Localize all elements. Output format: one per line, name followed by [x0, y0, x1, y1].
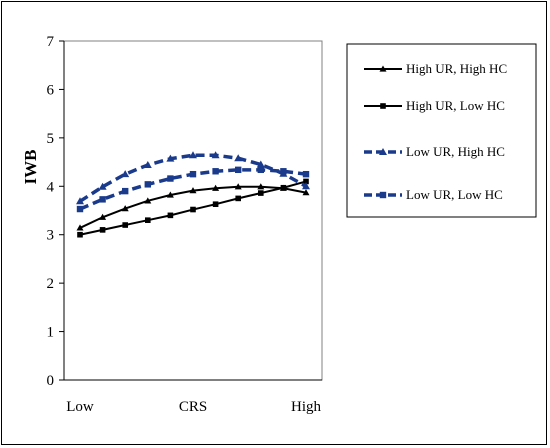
- data-point-triangle: [211, 151, 220, 159]
- data-point-square: [190, 206, 196, 213]
- series-layer: [76, 151, 310, 238]
- y-tick-label: 6: [47, 82, 55, 98]
- data-point-square: [76, 205, 84, 213]
- data-point-square: [77, 231, 83, 238]
- x-tick-label: CRS: [179, 399, 207, 415]
- data-point-square: [258, 190, 264, 196]
- data-point-triangle: [212, 184, 220, 191]
- y-axis-title: IWB: [21, 150, 40, 185]
- data-point-triangle: [143, 160, 152, 168]
- data-point-triangle: [99, 213, 107, 220]
- y-tick-label: 4: [47, 179, 55, 195]
- data-point-square: [167, 175, 174, 182]
- data-point-square: [167, 212, 174, 219]
- data-point-square: [303, 178, 309, 185]
- series-4: [76, 166, 310, 213]
- x-axis-labels: Low CRS High: [66, 399, 321, 415]
- data-point-triangle: [98, 182, 107, 190]
- data-point-triangle: [76, 197, 84, 205]
- data-point-triangle: [379, 148, 387, 155]
- legend: High UR, High HC High UR, Low HC Low UR, H…: [364, 61, 507, 202]
- y-tick-label: 0: [47, 373, 55, 389]
- legend-label: Low UR, Low HC: [406, 187, 503, 202]
- data-point-square: [145, 217, 151, 223]
- data-point-triangle: [302, 189, 310, 196]
- data-point-triangle: [144, 197, 152, 204]
- data-point-triangle: [234, 154, 243, 162]
- data-point-square: [212, 168, 219, 175]
- y-axis-ticks: 0 1 2 3 4 5 6 7: [47, 34, 64, 389]
- y-tick-label: 5: [47, 131, 55, 147]
- data-point-triangle: [121, 170, 130, 178]
- x-tick-label: High: [291, 399, 322, 415]
- data-point-square: [122, 187, 129, 195]
- data-point-square: [379, 191, 387, 199]
- legend-label: High UR, Low HC: [406, 98, 505, 113]
- data-point-square: [280, 168, 287, 175]
- legend-box: [346, 43, 537, 218]
- data-point-square: [99, 227, 106, 233]
- data-point-square: [99, 196, 106, 203]
- data-point-square: [122, 222, 128, 228]
- data-point-square: [302, 170, 310, 178]
- data-point-triangle: [256, 160, 265, 168]
- data-point-triangle: [121, 205, 129, 212]
- data-point-square: [380, 103, 386, 109]
- data-point-square: [235, 195, 241, 202]
- x-tick-label: Low: [66, 399, 94, 415]
- y-tick-label: 2: [47, 276, 55, 292]
- legend-item: Low UR, High HC: [364, 144, 505, 159]
- data-point-triangle: [257, 183, 265, 190]
- y-tick-label: 7: [47, 34, 55, 50]
- legend-item: High UR, High HC: [364, 61, 507, 76]
- data-point-triangle: [379, 65, 387, 72]
- data-point-square: [212, 201, 219, 208]
- data-point-triangle: [189, 187, 197, 194]
- data-point-square: [257, 166, 264, 174]
- series-line: [79, 153, 307, 203]
- legend-item: Low UR, Low HC: [364, 187, 503, 202]
- legend-item: High UR, Low HC: [364, 98, 505, 113]
- data-point-triangle: [76, 224, 84, 231]
- y-tick-label: 3: [47, 228, 55, 244]
- data-point-triangle: [166, 191, 174, 198]
- data-point-triangle: [302, 182, 310, 190]
- data-point-triangle: [166, 154, 175, 162]
- data-point-triangle: [234, 183, 242, 190]
- data-point-square: [235, 166, 242, 174]
- data-point-square: [189, 170, 197, 178]
- y-tick-label: 1: [47, 325, 55, 341]
- legend-label: Low UR, High HC: [406, 144, 505, 159]
- legend-label: High UR, High HC: [406, 61, 507, 76]
- data-point-square: [280, 184, 287, 191]
- data-point-triangle: [189, 151, 197, 159]
- series-2: [77, 178, 309, 238]
- data-point-square: [144, 181, 151, 188]
